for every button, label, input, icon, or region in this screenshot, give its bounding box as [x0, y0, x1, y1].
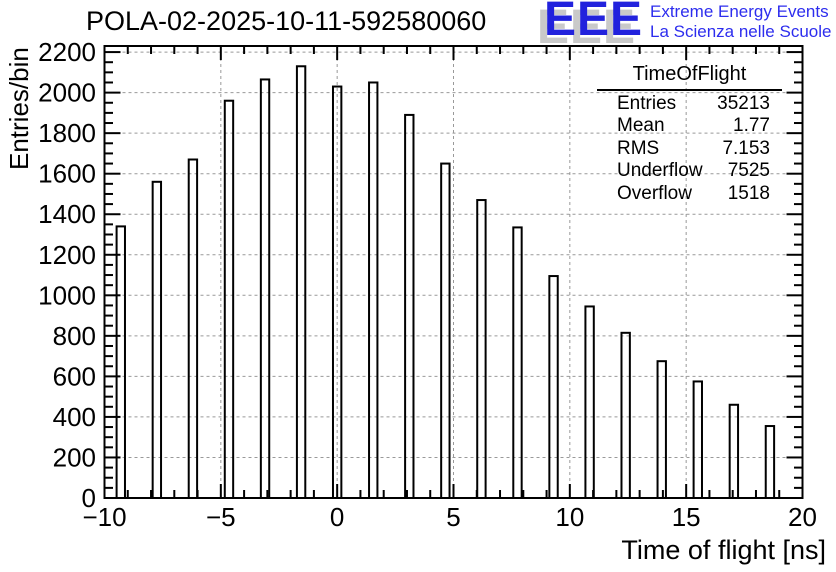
histogram-bar — [584, 305, 595, 499]
y-axis-tick-label: 400 — [53, 402, 96, 432]
stats-row-value: 7.153 — [722, 137, 770, 159]
histogram-bar — [728, 403, 740, 499]
y-axis-tick-label: 600 — [53, 361, 96, 391]
y-axis-tick-label: 800 — [53, 321, 96, 351]
histogram-bar — [476, 199, 487, 500]
y-axis-tick-label: 1400 — [38, 199, 96, 229]
histogram-bar — [764, 425, 776, 499]
histogram-bar — [692, 380, 703, 499]
stats-row: RMS 7.153 — [597, 138, 782, 160]
y-axis-title: Entries/bin — [4, 47, 34, 170]
x-axis-tick-label: 20 — [788, 502, 817, 532]
x-axis-tick-label: 5 — [446, 502, 460, 532]
stats-row-value: 35213 — [717, 93, 770, 114]
histogram-bar — [151, 180, 163, 499]
histogram-bar — [368, 81, 379, 499]
eee-logo-text: Extreme Energy Events La Scienza nelle S… — [650, 2, 831, 42]
eee-logo-line2: La Scienza nelle Scuole — [650, 22, 832, 41]
y-axis-tick-label: 2000 — [38, 78, 96, 108]
histogram-bar — [440, 162, 451, 499]
histogram-bar — [404, 113, 415, 499]
y-axis-tick-label: 1600 — [38, 159, 96, 189]
stats-row-value: 1.77 — [733, 115, 770, 137]
stats-row-value: 1518 — [727, 182, 770, 204]
histogram-bar — [656, 360, 667, 500]
stats-box-rows: Entries 35213 Mean 1.77 RMS 7.153 Underflow 752… — [597, 91, 782, 205]
histogram-bar — [223, 99, 235, 499]
stats-row: Entries 35213 — [597, 93, 782, 115]
histogram-bar — [295, 65, 307, 499]
plot-title: POLA-02-2025-10-11-592580060 — [86, 6, 487, 36]
stats-row-label: Overflow — [617, 182, 692, 204]
stats-row-label: Mean — [617, 115, 665, 137]
histogram-bar — [620, 331, 631, 500]
stats-row-value: 7525 — [727, 160, 770, 182]
x-axis-tick-label: −5 — [206, 502, 236, 532]
x-axis-tick-label: 15 — [672, 502, 701, 532]
plot-frame — [103, 45, 804, 499]
x-axis-tick-label: 10 — [555, 502, 584, 532]
stats-row: Mean 1.77 — [597, 115, 782, 137]
histogram-bar — [548, 275, 559, 499]
stats-row-label: Underflow — [617, 160, 703, 182]
stats-row-label: Entries — [617, 93, 677, 114]
histogram-bar — [187, 158, 199, 500]
eee-logo-letters: EEE — [544, 0, 644, 46]
y-axis-tick-label: 1200 — [38, 240, 96, 270]
x-axis-tick-label: 0 — [330, 502, 344, 532]
y-axis-tick-label: 0 — [82, 483, 96, 513]
eee-logo-line1: Extreme Energy Events — [650, 2, 829, 21]
x-axis-title: Time of flight [ns] — [621, 535, 826, 565]
histogram-bar — [259, 78, 271, 500]
y-axis-tick-label: 2200 — [38, 37, 96, 67]
stats-row: Underflow 7525 — [597, 160, 782, 182]
stats-box: TimeOfFlight Entries 35213 Mean 1.77 RMS 7.15… — [597, 63, 782, 205]
x-axis-tick-label: −10 — [82, 502, 126, 532]
stats-box-title: TimeOfFlight — [597, 63, 782, 91]
y-axis-tick-label: 1800 — [38, 118, 96, 148]
stats-row: Overflow 1518 — [597, 183, 782, 205]
stats-row-label: RMS — [617, 137, 660, 159]
y-axis-tick-label: 200 — [53, 442, 96, 472]
y-axis-tick-label: 1000 — [38, 280, 96, 310]
